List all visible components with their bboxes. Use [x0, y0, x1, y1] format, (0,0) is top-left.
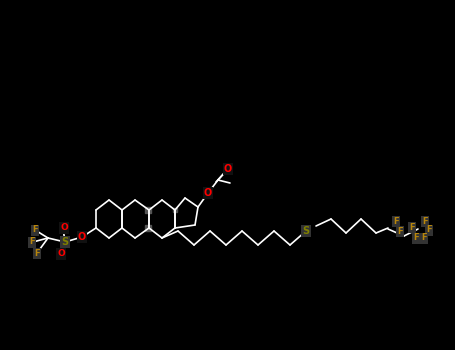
Text: F: F — [409, 223, 415, 231]
Text: O: O — [60, 224, 68, 232]
Text: O: O — [57, 250, 65, 259]
Text: F: F — [413, 233, 419, 243]
Text: S: S — [303, 226, 309, 236]
Polygon shape — [145, 207, 151, 213]
Text: F: F — [32, 225, 38, 234]
Text: F: F — [34, 248, 40, 258]
Polygon shape — [145, 225, 151, 231]
Text: F: F — [422, 217, 428, 225]
Text: F: F — [421, 233, 427, 243]
Text: O: O — [224, 164, 232, 174]
Polygon shape — [173, 208, 177, 212]
Text: F: F — [393, 217, 399, 225]
Text: O: O — [78, 232, 86, 242]
Text: O: O — [204, 188, 212, 198]
Text: F: F — [29, 238, 35, 246]
Text: F: F — [397, 226, 403, 236]
Text: S: S — [61, 237, 69, 247]
Text: F: F — [426, 225, 432, 234]
